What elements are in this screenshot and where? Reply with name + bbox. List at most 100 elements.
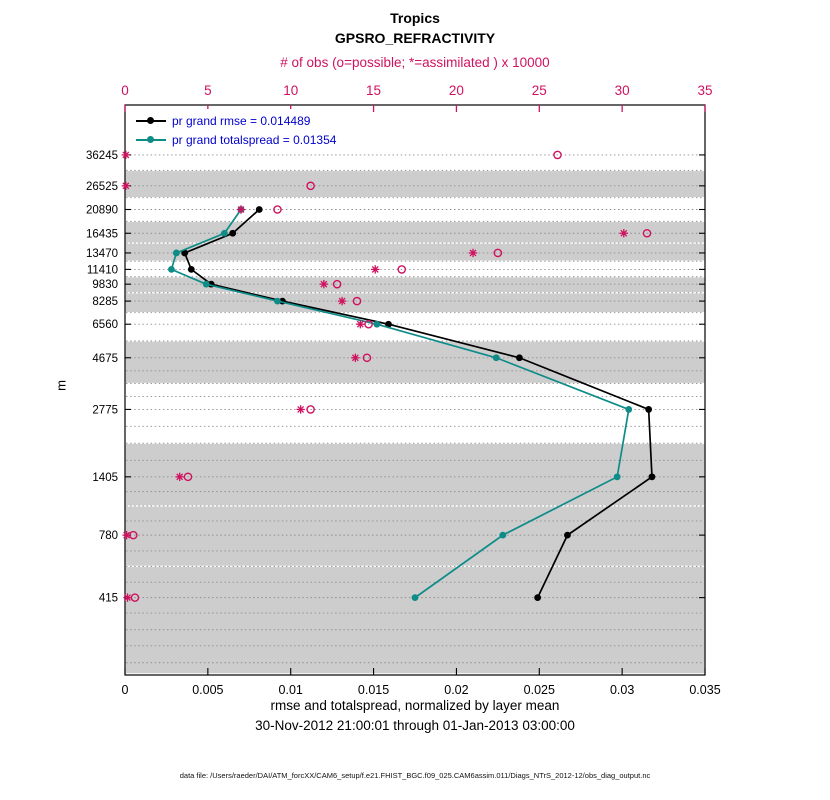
x-bottom-tick-label: 0.015 bbox=[358, 683, 389, 697]
series-data-point bbox=[613, 473, 621, 481]
series-data-point bbox=[625, 406, 633, 413]
shaded-band bbox=[125, 277, 705, 293]
shaded-band bbox=[125, 222, 705, 243]
possible-obs-marker bbox=[306, 405, 315, 414]
assimilated-obs-marker bbox=[122, 182, 130, 190]
x-bottom-tick-label: 0.005 bbox=[192, 683, 223, 697]
y-tick-label: 6560 bbox=[92, 319, 118, 331]
assimilated-obs-marker bbox=[338, 297, 346, 305]
plot-border bbox=[124, 104, 706, 676]
legend-dot-sample bbox=[147, 116, 154, 124]
y-tick-label: 9830 bbox=[92, 279, 118, 291]
shaded-band bbox=[125, 506, 705, 566]
shaded-band bbox=[125, 341, 705, 383]
y-tick-label: 4675 bbox=[92, 353, 118, 365]
region-title: Tropics bbox=[390, 10, 440, 26]
assimilated-obs-marker bbox=[356, 320, 364, 328]
assimilated-obs-marker bbox=[371, 265, 379, 273]
possible-obs-marker bbox=[397, 265, 407, 274]
shaded-band bbox=[125, 171, 705, 197]
assimilated-obs-marker bbox=[620, 229, 628, 237]
possible-obs-marker bbox=[273, 205, 282, 214]
possible-obs-marker bbox=[352, 296, 362, 306]
x-top-tick-label: 35 bbox=[697, 83, 712, 98]
y-tick-label: 8285 bbox=[92, 296, 118, 308]
possible-obs-marker bbox=[364, 319, 373, 329]
rmse-line-marker-icon bbox=[136, 116, 166, 126]
series-data-point bbox=[373, 320, 381, 328]
obs-count-axis-title: # of obs (o=possible; *=assimilated ) x … bbox=[280, 55, 550, 70]
x-top-tick-label: 0 bbox=[121, 83, 129, 98]
series-data-point bbox=[385, 320, 392, 328]
shaded-band bbox=[125, 293, 705, 312]
totalspread-line-marker-icon bbox=[136, 135, 166, 145]
x-top-tick-label: 20 bbox=[449, 83, 464, 98]
x-top-tick-label: 5 bbox=[204, 83, 212, 98]
assimilated-obs-marker bbox=[176, 473, 184, 481]
x-top-tick-label: 10 bbox=[283, 83, 298, 98]
shaded-band bbox=[125, 567, 705, 674]
series-line bbox=[170, 209, 630, 599]
series-line bbox=[183, 208, 653, 598]
series-data-point bbox=[534, 594, 542, 602]
series-data-point bbox=[181, 249, 189, 257]
y-tick-label: 16435 bbox=[86, 228, 118, 240]
y-tick-label: 26525 bbox=[86, 181, 118, 193]
y-axis-title: m bbox=[53, 380, 69, 391]
assimilated-obs-marker bbox=[122, 151, 130, 159]
y-tick-label: 780 bbox=[99, 530, 118, 542]
x-top-tick-label: 25 bbox=[532, 83, 547, 98]
possible-obs-marker bbox=[362, 353, 372, 363]
series-data-point bbox=[221, 229, 228, 237]
obs-count-markers bbox=[121, 150, 652, 602]
series-data-point bbox=[202, 280, 210, 288]
possible-obs-marker bbox=[306, 181, 315, 191]
y-tick-label: 11410 bbox=[87, 264, 118, 276]
x-axis-title: rmse and totalspread, normalized by laye… bbox=[270, 698, 560, 713]
legend: pr grand rmse = 0.014489 pr grand totals… bbox=[132, 109, 345, 152]
series-data-point bbox=[411, 594, 419, 602]
axes: 36245 26525 20890 16435 13470 11410 9830 8285 65… bbox=[86, 83, 721, 697]
x-top-tick-label: 30 bbox=[615, 83, 630, 98]
series-data-point bbox=[645, 406, 653, 413]
observation-type-title: GPSRO_REFRACTIVITY bbox=[334, 30, 496, 46]
x-bottom-tick-label: 0 bbox=[122, 683, 129, 697]
y-tick-label: 415 bbox=[99, 593, 118, 605]
assimilated-obs-marker bbox=[297, 405, 305, 413]
totalspread-series bbox=[168, 206, 633, 602]
x-bottom-tick-label: 0.035 bbox=[689, 683, 720, 697]
series-data-point bbox=[274, 297, 281, 305]
shaded-band bbox=[125, 243, 705, 261]
series-data-point bbox=[172, 249, 180, 257]
possible-obs-marker bbox=[642, 228, 652, 238]
y-tick-label: 1405 bbox=[92, 472, 118, 484]
series-data-point bbox=[187, 265, 195, 273]
series-data-point bbox=[229, 229, 237, 237]
date-range-label: 30-Nov-2012 21:00:01 through 01-Jan-2013… bbox=[255, 718, 575, 733]
layer-shading-bands bbox=[125, 171, 705, 674]
x-top-tick-label: 15 bbox=[366, 83, 381, 98]
possible-obs-marker bbox=[183, 472, 193, 482]
y-tick-label: 20890 bbox=[86, 204, 118, 216]
assimilated-obs-marker bbox=[320, 280, 328, 288]
y-tick-label: 13470 bbox=[86, 248, 118, 260]
x-bottom-tick-label: 0.025 bbox=[524, 683, 555, 697]
series-data-point bbox=[516, 354, 523, 362]
possible-obs-marker bbox=[332, 279, 342, 289]
x-bottom-tick-label: 0.02 bbox=[444, 683, 468, 697]
possible-obs-marker bbox=[493, 248, 503, 258]
x-bottom-tick-label: 0.03 bbox=[610, 683, 634, 697]
series-data-point bbox=[255, 206, 263, 213]
legend-label-totalspread: pr grand totalspread = 0.01354 bbox=[172, 132, 337, 147]
assimilated-obs-marker bbox=[237, 206, 245, 213]
assimilated-obs-marker bbox=[124, 594, 131, 602]
series-data-point bbox=[168, 265, 175, 273]
series-data-point bbox=[648, 473, 656, 481]
shaded-band bbox=[125, 443, 705, 506]
data-file-path: data file: /Users/raeder/DAI/ATM_forcXX/… bbox=[179, 771, 651, 780]
legend-item-rmse: pr grand rmse = 0.014489 bbox=[136, 111, 336, 130]
assimilated-obs-marker bbox=[351, 354, 359, 362]
legend-label-rmse: pr grand rmse = 0.014489 bbox=[172, 113, 311, 128]
rmse-series bbox=[181, 206, 656, 602]
